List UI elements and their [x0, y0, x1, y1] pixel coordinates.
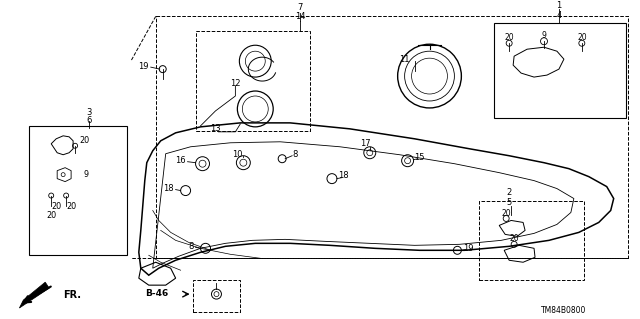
Text: 16: 16 — [175, 156, 186, 165]
Text: 9: 9 — [83, 170, 88, 179]
Text: 4: 4 — [556, 11, 561, 20]
Text: 19: 19 — [463, 244, 474, 253]
Text: 11: 11 — [399, 55, 410, 64]
Text: 20: 20 — [501, 209, 511, 218]
Text: 20: 20 — [66, 202, 76, 211]
Text: 5: 5 — [506, 198, 512, 207]
Text: 17: 17 — [360, 139, 371, 148]
Text: 3: 3 — [86, 108, 92, 117]
Bar — [196, 31, 310, 131]
Bar — [479, 201, 584, 280]
Text: 20: 20 — [51, 202, 61, 211]
Text: 6: 6 — [86, 116, 92, 125]
Text: 13: 13 — [210, 124, 221, 133]
Text: 20: 20 — [504, 33, 514, 42]
Text: 20: 20 — [46, 211, 56, 220]
Text: 12: 12 — [230, 78, 241, 87]
Bar — [193, 280, 241, 312]
Text: 8: 8 — [188, 242, 193, 251]
Text: 18: 18 — [339, 171, 349, 180]
Text: 1: 1 — [556, 1, 561, 10]
Text: 20: 20 — [509, 234, 519, 243]
Text: 8: 8 — [292, 150, 298, 159]
Polygon shape — [19, 282, 49, 308]
Text: 20: 20 — [79, 136, 89, 145]
Text: 19: 19 — [138, 62, 148, 70]
Text: 10: 10 — [232, 150, 243, 159]
Text: 7: 7 — [298, 3, 303, 12]
Text: 20: 20 — [577, 33, 587, 42]
Text: TM84B0800: TM84B0800 — [541, 306, 587, 315]
Bar — [494, 23, 626, 118]
Bar — [29, 126, 127, 255]
Text: 2: 2 — [506, 188, 512, 197]
Text: 18: 18 — [163, 184, 173, 193]
Text: 15: 15 — [414, 153, 425, 162]
Text: FR.: FR. — [63, 290, 81, 300]
Text: B-46: B-46 — [145, 289, 169, 298]
Text: 14: 14 — [295, 12, 305, 21]
Text: 9: 9 — [541, 31, 547, 40]
